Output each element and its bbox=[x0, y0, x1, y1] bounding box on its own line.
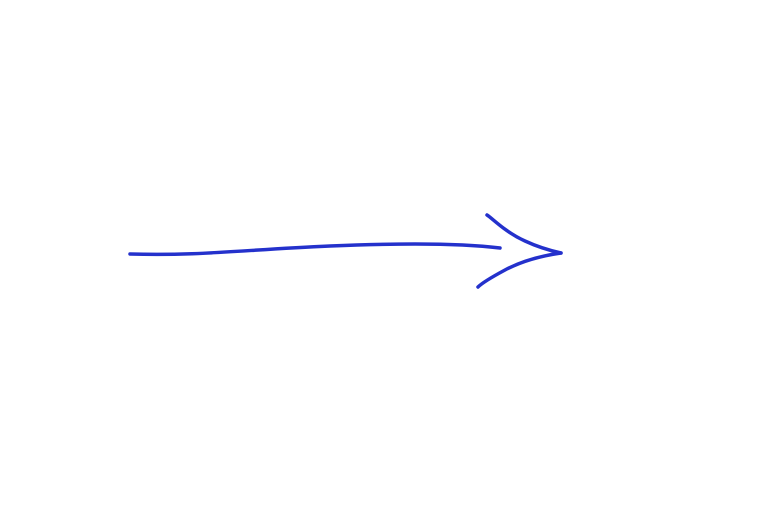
arrow-head-upper bbox=[485, 213, 563, 255]
arrow-right-icon bbox=[128, 213, 563, 289]
arrow-head-lower bbox=[476, 251, 563, 289]
arrow-shaft bbox=[128, 242, 502, 257]
